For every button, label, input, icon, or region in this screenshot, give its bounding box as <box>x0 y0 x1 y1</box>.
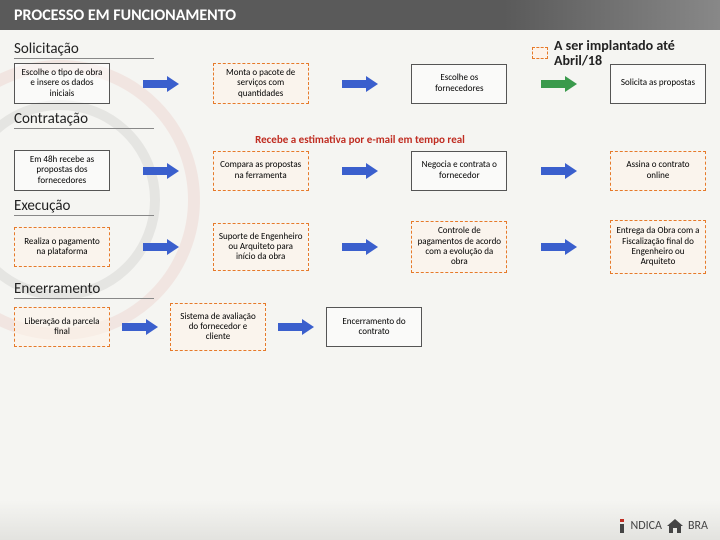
box-r1-1: Escolhe o tipo de obra e insere os dados… <box>14 63 110 104</box>
box-r3-1: Realiza o pagamento na plataforma <box>14 227 110 267</box>
page-title: PROCESSO EM FUNCIONAMENTO <box>0 6 236 25</box>
box-r3-3: Controle de pagamentos de acordo com a e… <box>411 221 507 272</box>
section-title-execucao: Execução <box>14 197 154 216</box>
box-r1-4: Solicita as propostas <box>610 64 706 104</box>
arrow-icon <box>120 319 160 335</box>
logo: NDICA BRA <box>617 518 709 534</box>
flow-row-4: Liberação da parcela final Sistema de av… <box>14 303 706 351</box>
house-icon <box>666 518 684 534</box>
logo-text-1: NDICA <box>631 519 663 533</box>
logo-i-icon <box>617 519 627 533</box>
arrow-icon <box>340 76 380 92</box>
arrow-icon <box>141 76 181 92</box>
box-r2-3: Negocia e contrata o fornecedor <box>411 151 507 191</box>
flow-row-3: Realiza o pagamento na plataforma Suport… <box>14 220 706 274</box>
box-r1-3: Escolhe os fornecedores <box>411 64 507 104</box>
section-title-solicitacao: Solicitação <box>14 40 154 59</box>
section-title-encerramento: Encerramento <box>14 280 154 299</box>
arrow-icon <box>340 239 380 255</box>
arrow-icon <box>141 239 181 255</box>
logo-text-2: BRA <box>688 519 708 533</box>
footer-gradient <box>0 500 720 540</box>
box-r4-3: Encerramento do contrato <box>326 307 422 347</box>
arrow-icon <box>539 163 579 179</box>
box-r3-4: Entrega da Obra com a Fiscalização final… <box>610 220 706 274</box>
box-r3-2: Suporte de Engenheiro ou Arquiteto para … <box>213 223 309 271</box>
box-r2-2: Compara as propostas na ferramenta <box>213 151 309 191</box>
flow-row-1: Escolhe o tipo de obra e insere os dados… <box>14 63 706 104</box>
box-r4-2: Sistema de avaliação do fornecedor e cli… <box>170 303 266 351</box>
arrow-icon <box>539 239 579 255</box>
arrow-icon <box>340 163 380 179</box>
callout-text: Recebe a estimativa por e-mail em tempo … <box>14 133 706 146</box>
box-r4-1: Liberação da parcela final <box>14 307 110 347</box>
box-r2-1: Em 48h recebe as propostas dos fornecedo… <box>14 150 110 191</box>
box-r1-2: Monta o pacote de serviços com quantidad… <box>213 63 309 104</box>
section-title-contratacao: Contratação <box>14 110 154 129</box>
arrow-icon <box>539 76 579 92</box>
arrow-icon <box>141 163 181 179</box>
header-bar: PROCESSO EM FUNCIONAMENTO <box>0 0 720 30</box>
box-r2-4: Assina o contrato online <box>610 151 706 191</box>
flow-row-2: Em 48h recebe as propostas dos fornecedo… <box>14 150 706 191</box>
arrow-icon <box>276 319 316 335</box>
